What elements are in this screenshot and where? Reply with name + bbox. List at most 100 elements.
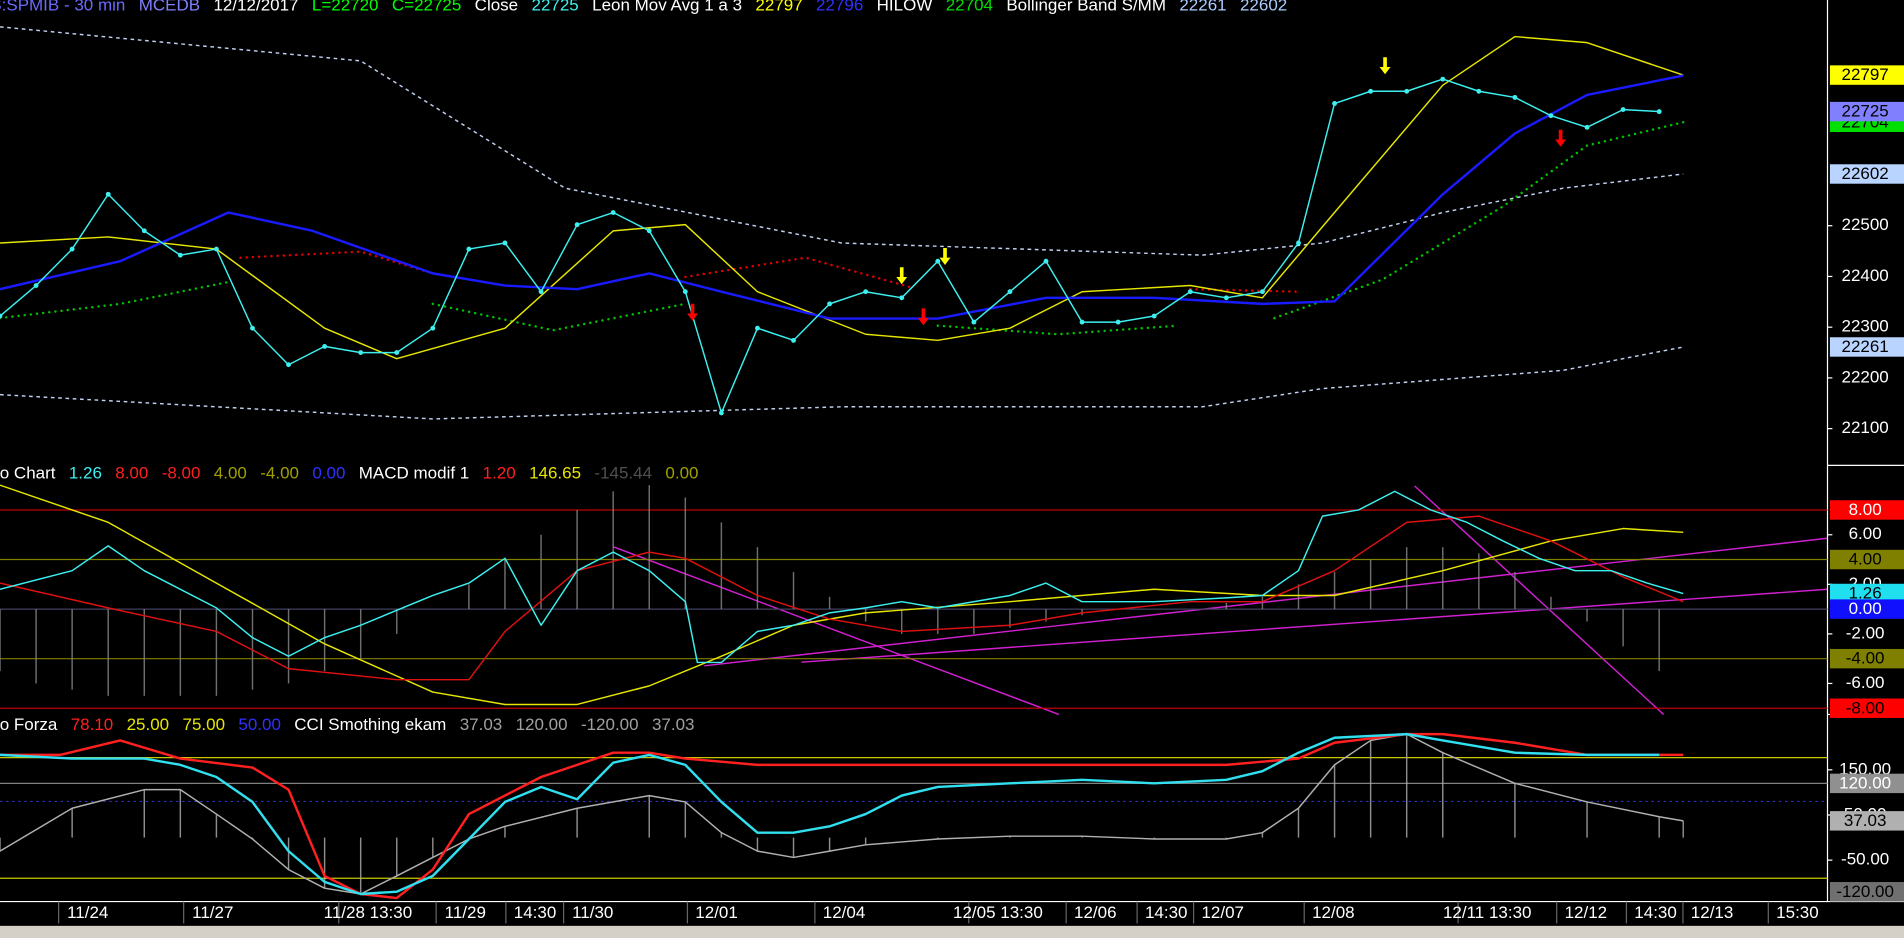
y-tick-label: -50.00 bbox=[1841, 850, 1889, 869]
legend-entry: Bollinger Band S/MM bbox=[1006, 0, 1166, 15]
legend-entry: S:SPMIB - 30 min bbox=[0, 0, 125, 15]
series-marker bbox=[1115, 319, 1121, 325]
x-tick-label: 12/01 bbox=[695, 903, 738, 922]
series-marker bbox=[827, 301, 833, 307]
legend-entry: 22725 bbox=[532, 0, 579, 15]
y-tick-label: -2.00 bbox=[1846, 623, 1885, 642]
value-box-label: 120.00 bbox=[1839, 773, 1891, 792]
x-tick-label: 12/11 13:30 bbox=[1443, 903, 1532, 922]
series-marker bbox=[69, 246, 75, 252]
legend-entry: Leon Mov Avg 1 a 3 bbox=[592, 0, 742, 15]
legend-entry: 75.00 bbox=[182, 715, 225, 734]
x-tick-label: 12/07 bbox=[1201, 903, 1244, 922]
series-line bbox=[0, 515, 1684, 681]
series-line bbox=[239, 250, 1300, 293]
legend-entry: 8.00 bbox=[115, 463, 148, 482]
x-tick-label: 12/05 13:30 bbox=[953, 903, 1043, 922]
legend-entry: 22261 bbox=[1179, 0, 1226, 15]
signal-arrow bbox=[1379, 57, 1391, 75]
series-marker bbox=[863, 289, 869, 295]
series-marker bbox=[755, 325, 760, 331]
legend-entry: 4.00 bbox=[214, 463, 247, 482]
series-line bbox=[0, 346, 1684, 420]
series-marker bbox=[899, 295, 905, 301]
series-marker bbox=[1584, 124, 1590, 130]
y-tick-label: 22100 bbox=[1842, 418, 1889, 437]
value-box-label: 37.03 bbox=[1844, 811, 1887, 830]
legend-entry: -8.00 bbox=[162, 463, 201, 482]
trend-line bbox=[1414, 485, 1665, 715]
value-box bbox=[1829, 773, 1904, 794]
series-marker bbox=[105, 191, 111, 197]
legend-entry: 50.00 bbox=[238, 715, 281, 734]
series-marker bbox=[250, 325, 255, 331]
legend-entry: HILOW bbox=[877, 0, 933, 15]
legend-entry: 22602 bbox=[1240, 0, 1287, 15]
value-box bbox=[1829, 549, 1904, 570]
legend-entry: eo Forza bbox=[0, 715, 58, 734]
y-tick-label: 22400 bbox=[1842, 266, 1889, 285]
series-marker bbox=[1043, 258, 1049, 264]
y-tick-label: 22300 bbox=[1842, 317, 1889, 336]
series-marker bbox=[682, 289, 688, 295]
signal-arrow bbox=[687, 303, 698, 321]
value-box bbox=[1829, 65, 1904, 85]
value-box-label: 4.00 bbox=[1849, 550, 1882, 569]
x-tick-label: 11/24 bbox=[67, 903, 108, 922]
value-box-label: 22602 bbox=[1842, 164, 1889, 183]
series-line bbox=[0, 732, 1684, 900]
series-line bbox=[0, 121, 1685, 336]
legend-entry: 78.10 bbox=[71, 715, 114, 734]
legend-entry: Close bbox=[475, 0, 518, 15]
legend-entry: 120.00 bbox=[516, 715, 568, 734]
value-box bbox=[1829, 500, 1904, 520]
series-marker bbox=[935, 258, 941, 264]
y-tick-label: 22500 bbox=[1842, 215, 1889, 234]
value-box-label: 8.00 bbox=[1849, 500, 1882, 519]
legend-entry: CCI Smothing ekam bbox=[294, 715, 446, 734]
series-marker bbox=[394, 350, 400, 355]
value-box-label: -120.00 bbox=[1836, 882, 1894, 901]
series-marker bbox=[791, 337, 796, 343]
legend-entry: 25.00 bbox=[127, 715, 170, 734]
scrollbar[interactable] bbox=[0, 925, 1904, 938]
series-marker bbox=[610, 210, 616, 215]
series-marker bbox=[1151, 313, 1157, 319]
x-tick-label: 11/30 bbox=[572, 903, 613, 922]
legend-entry: 0.00 bbox=[312, 463, 345, 482]
series-marker bbox=[286, 362, 291, 368]
series-marker bbox=[322, 344, 328, 349]
signal-arrow bbox=[939, 247, 951, 265]
y-tick-label: -6.00 bbox=[1846, 673, 1885, 692]
value-box-label: -4.00 bbox=[1846, 649, 1885, 668]
series-marker bbox=[141, 228, 147, 234]
series-marker bbox=[1404, 88, 1410, 94]
legend-entry: C=22725 bbox=[392, 0, 461, 15]
value-box-label: 22797 bbox=[1842, 65, 1889, 84]
value-box-label: -8.00 bbox=[1846, 698, 1885, 717]
series-marker bbox=[33, 283, 39, 289]
legend-entry: -145.44 bbox=[594, 463, 652, 482]
legend-entry: L=22720 bbox=[312, 0, 379, 15]
series-marker bbox=[1259, 289, 1265, 295]
series-line bbox=[0, 74, 1684, 320]
series-marker bbox=[1007, 289, 1013, 295]
series-line bbox=[0, 35, 1684, 360]
legend-entry: 0.00 bbox=[665, 463, 698, 482]
series-marker bbox=[1440, 76, 1446, 82]
legend-entry: -120.00 bbox=[581, 715, 639, 734]
legend-entry: -4.00 bbox=[260, 463, 299, 482]
legend-entry: 12/12/2017 bbox=[213, 0, 298, 15]
x-tick-label: 11/29 bbox=[445, 903, 486, 922]
value-box bbox=[1829, 648, 1904, 669]
series-marker bbox=[1620, 107, 1626, 112]
y-tick-label: 6.00 bbox=[1849, 524, 1882, 543]
series-line bbox=[0, 732, 1660, 896]
series-marker bbox=[1079, 319, 1085, 325]
trend-line bbox=[801, 588, 1828, 663]
series-marker bbox=[1548, 113, 1554, 119]
value-box bbox=[1829, 164, 1904, 184]
series-marker bbox=[971, 319, 977, 325]
trend-line bbox=[612, 546, 1060, 716]
